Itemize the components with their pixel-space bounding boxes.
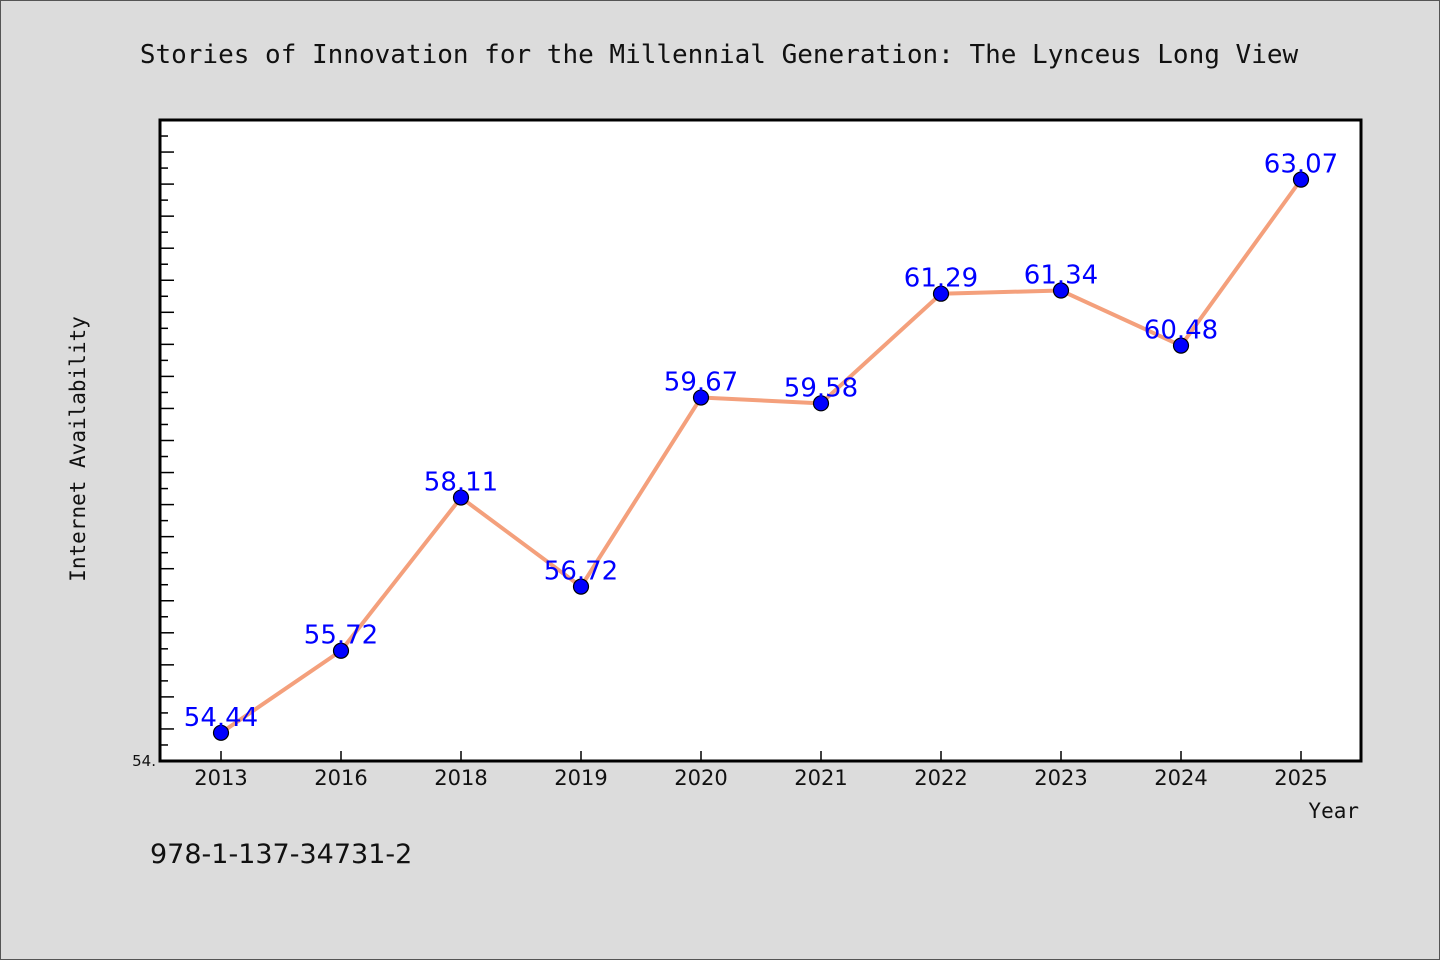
x-axis-title: Year — [1308, 799, 1359, 823]
x-tick-label: 2018 — [434, 766, 487, 790]
data-point-2022 — [932, 285, 950, 302]
data-point-2023 — [1052, 282, 1070, 299]
data-label-2019: 56.72 — [544, 557, 618, 587]
y-axis-ticks — [160, 135, 174, 746]
data-label-2020: 59.67 — [664, 368, 738, 398]
x-tick-label: 2013 — [194, 766, 247, 790]
y-tick-label: 54. — [132, 752, 156, 770]
data-point-2025 — [1292, 171, 1310, 188]
x-tick-label: 2023 — [1034, 766, 1087, 790]
data-label-2025: 63.07 — [1264, 150, 1338, 180]
footer-isbn: 978-1-137-34731-2 — [150, 839, 412, 870]
data-point-2019 — [572, 578, 590, 595]
x-tick-label: 2021 — [794, 766, 847, 790]
x-tick-label: 2016 — [314, 766, 367, 790]
data-label-2024: 60.48 — [1144, 316, 1218, 346]
x-axis-ticks — [220, 751, 1302, 761]
plot-area — [158, 118, 1363, 763]
data-label-2021: 59.58 — [784, 373, 858, 403]
x-tick-label: 2019 — [554, 766, 607, 790]
series-markers — [212, 171, 1310, 741]
data-point-2024 — [1172, 337, 1190, 354]
y-axis-title: Internet Availability — [66, 316, 90, 582]
data-point-2018 — [452, 489, 470, 506]
data-label-2023: 61.34 — [1024, 261, 1098, 291]
x-tick-label: 2022 — [914, 766, 967, 790]
data-point-2013 — [212, 724, 230, 741]
data-point-2020 — [692, 389, 710, 406]
data-point-2021 — [812, 395, 830, 412]
data-label-2016: 55.72 — [304, 621, 378, 651]
x-tick-label: 2025 — [1274, 766, 1327, 790]
data-label-2013: 54.44 — [184, 703, 258, 733]
x-tick-label: 2024 — [1154, 766, 1207, 790]
data-point-2016 — [332, 642, 350, 659]
x-tick-label: 2020 — [674, 766, 727, 790]
y-axis-tick-labels: 54. — [132, 752, 156, 770]
series-line — [219, 178, 1303, 735]
x-axis-tick-labels: 2013 2016 2018 2019 2020 2021 2022 2023 2024 2025 — [194, 766, 1327, 790]
data-label-2018: 58.11 — [424, 468, 498, 498]
data-label-2022: 61.29 — [904, 264, 978, 294]
chart-title: Stories of Innovation for the Millennial… — [140, 40, 1299, 70]
data-labels: 54.44 55.72 58.11 56.72 59.67 59.58 61.29 61.34… — [184, 150, 1338, 733]
